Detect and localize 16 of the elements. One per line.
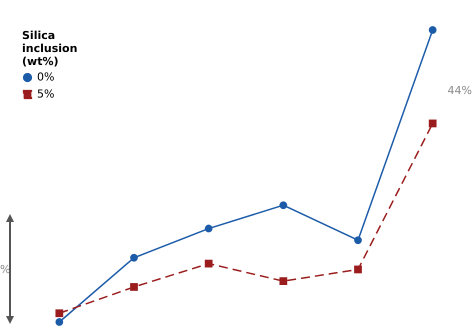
annotation: 44% — [448, 84, 472, 97]
point — [55, 318, 64, 326]
point — [204, 260, 213, 268]
point — [204, 224, 213, 232]
point — [428, 120, 437, 128]
point — [279, 201, 288, 210]
legend-label: 5% — [37, 88, 54, 100]
point — [130, 283, 138, 291]
legend-label: 0% — [37, 70, 54, 84]
point — [354, 266, 362, 274]
legend-title: Silica inclusion (wt%) — [22, 29, 78, 68]
point — [55, 309, 64, 318]
point — [428, 26, 437, 34]
point — [279, 277, 288, 285]
point — [354, 236, 362, 244]
point — [130, 254, 138, 262]
